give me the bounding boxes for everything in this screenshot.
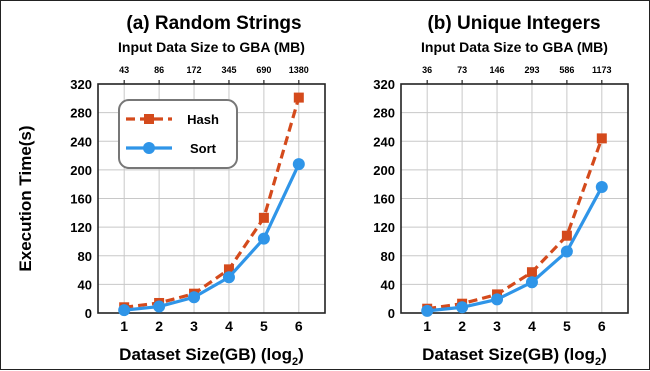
data-point-hash (258, 212, 269, 223)
top-tick-label: 1173 (592, 65, 612, 75)
top-tick-label: 293 (524, 65, 539, 75)
y-tick-label: 320 (70, 77, 92, 92)
x-tick-label: 2 (155, 318, 163, 334)
y-tick-label: 0 (85, 306, 92, 321)
data-point-sort (456, 301, 469, 314)
chart-title: (a) Random Strings (126, 13, 301, 34)
x-tick-label: 6 (598, 318, 606, 334)
top-axis-label: Input Data Size to GBA (MB) (118, 39, 305, 55)
data-point-sort (153, 300, 166, 313)
top-axis-label: Input Data Size to GBA (MB) (421, 39, 608, 55)
x-tick-label: 1 (423, 318, 431, 334)
plot-frame (400, 83, 629, 314)
data-point-hash (526, 267, 537, 278)
x-axis-label-subscript: 2 (292, 356, 298, 368)
top-tick-label: 690 (256, 65, 271, 75)
data-point-sort (292, 158, 305, 171)
data-point-sort (257, 232, 270, 245)
y-tick-label: 240 (70, 134, 92, 149)
x-tick-label: 3 (190, 318, 198, 334)
top-tick-label: 36 (422, 65, 432, 75)
y-tick-label: 160 (373, 192, 395, 207)
y-tick-label: 0 (388, 306, 395, 321)
data-point-hash (596, 133, 607, 144)
y-tick-label: 240 (373, 134, 395, 149)
top-tick-label: 345 (221, 65, 236, 75)
y-tick-label: 200 (70, 163, 92, 178)
data-point-sort (560, 245, 573, 258)
x-tick-label: 2 (458, 318, 466, 334)
top-tick-label: 146 (490, 65, 505, 75)
series-line-hash (123, 97, 301, 309)
top-tick-label: 43 (119, 65, 129, 75)
chart-panel-a: (a) Random Strings Input Data Size to GBA… (16, 13, 326, 368)
y-tick-label: 120 (373, 220, 395, 235)
data-point-sort (222, 271, 235, 284)
data-point-hash (561, 230, 572, 241)
data-point-sort (118, 304, 131, 317)
y-tick-label: 280 (70, 106, 92, 121)
series-line-hash (426, 137, 604, 311)
x-tick-label: 5 (563, 318, 571, 334)
data-point-sort (595, 181, 608, 194)
top-tick-label: 172 (187, 65, 202, 75)
legend-label-hash: Hash (187, 112, 219, 127)
x-axis-label-main: Dataset Size(GB) (log (119, 345, 292, 364)
chart-title: (b) Unique Integers (427, 13, 600, 34)
x-axis-label-subscript: 2 (595, 356, 601, 368)
y-axis-label: Execution Time(s) (16, 125, 35, 271)
x-tick-label: 3 (493, 318, 501, 334)
legend-box (118, 99, 238, 169)
y-tick-label: 160 (70, 192, 92, 207)
chart-panel-b: (b) Unique Integers Input Data Size to GB… (373, 13, 629, 368)
y-tick-label: 320 (373, 77, 395, 92)
data-point-sort (525, 276, 538, 289)
top-tick-label: 86 (154, 65, 164, 75)
y-tick-label: 80 (381, 249, 395, 264)
y-tick-label: 200 (373, 163, 395, 178)
legend-marker-hash (144, 114, 154, 124)
y-tick-label: 120 (70, 220, 92, 235)
x-tick-label: 4 (528, 318, 536, 334)
y-tick-label: 40 (78, 277, 92, 292)
x-axis-label-main: Dataset Size(GB) (log (422, 345, 595, 364)
plot-frame (97, 83, 326, 314)
x-axis-label: Dataset Size(GB) (log2) (422, 345, 607, 368)
data-point-hash (293, 92, 304, 103)
top-tick-label: 586 (559, 65, 574, 75)
top-tick-label: 73 (457, 65, 467, 75)
x-axis-label: Dataset Size(GB) (log2) (119, 345, 304, 368)
data-point-sort (421, 304, 434, 317)
legend-marker-sort (143, 142, 155, 154)
top-tick-label: 1380 (289, 65, 309, 75)
x-tick-label: 5 (260, 318, 268, 334)
legend-label-sort: Sort (190, 141, 217, 156)
x-tick-label: 1 (120, 318, 128, 334)
x-tick-label: 4 (225, 318, 233, 334)
data-point-hash (223, 264, 234, 275)
y-tick-label: 280 (373, 106, 395, 121)
legend: Hash Sort (118, 99, 238, 169)
y-tick-label: 80 (78, 249, 92, 264)
x-axis-label-end: ) (601, 345, 607, 364)
y-tick-label: 40 (381, 277, 395, 292)
data-point-sort (188, 291, 201, 304)
x-tick-label: 6 (295, 318, 303, 334)
data-point-sort (491, 293, 504, 306)
x-axis-label-end: ) (298, 345, 304, 364)
